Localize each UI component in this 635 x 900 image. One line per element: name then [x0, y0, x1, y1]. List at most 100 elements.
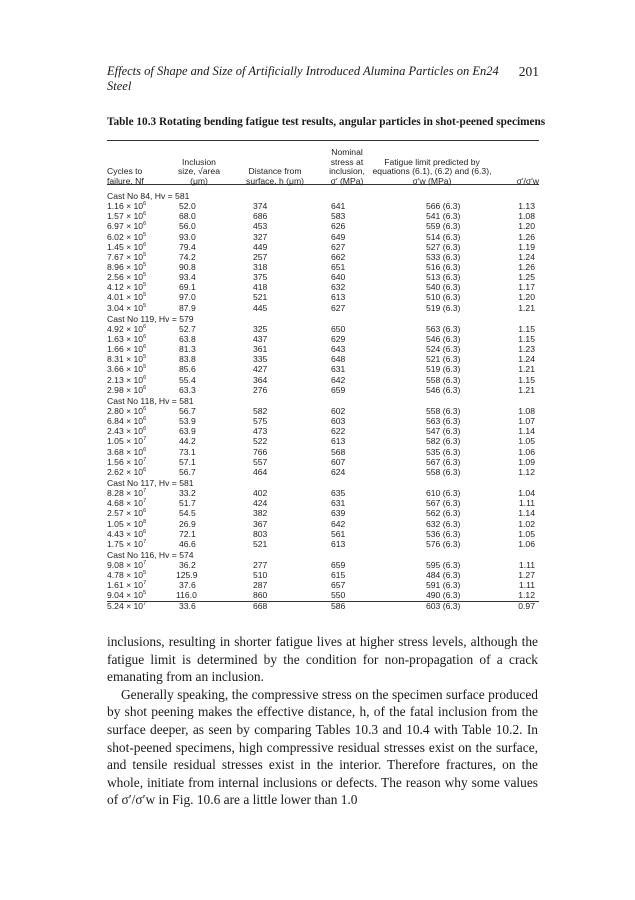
table-row: 1.61 × 107 37.6 287 657 591 (6.3) 1.11 — [107, 580, 539, 590]
column-header-line: Cycles to — [107, 166, 143, 176]
cycles-exponent: 6 — [143, 416, 147, 423]
table-row: 3.68 × 106 73.1 766 568 535 (6.3) 1.06 — [107, 447, 539, 457]
predicted-limit-cell: 558 (6.3) — [426, 405, 461, 416]
stress-cell: 662 — [331, 251, 346, 262]
ratio-cell: 1.23 — [518, 344, 535, 355]
cycles-cell: 3.68 × 106 — [107, 447, 146, 457]
cycles-mantissa: 6.84 × 10 — [107, 416, 144, 427]
ratio-cell: 1.13 — [518, 201, 535, 212]
distance-cell: 860 — [253, 590, 268, 601]
ratio-cell: 1.26 — [518, 231, 535, 242]
table-row: 2.80 × 106 56.7 582 602 558 (6.3) 1.08 — [107, 406, 539, 416]
inclusion-size-cell: 56.0 — [179, 221, 196, 232]
cycles-cell: 1.05 × 107 — [107, 436, 146, 446]
cycles-cell: 2.98 × 106 — [107, 385, 146, 395]
cycles-cell: 6.97 × 106 — [107, 221, 146, 231]
table-row: 8.31 × 105 83.8 335 648 521 (6.3) 1.24 — [107, 354, 539, 364]
cycles-exponent: 6 — [143, 405, 147, 412]
cycles-cell: 3.04 × 105 — [107, 303, 146, 313]
column-header-line: σ′/σ′w — [516, 175, 539, 186]
table-row: 9.04 × 105 116.0 860 550 490 (6.3) 1.12 — [107, 590, 539, 600]
table-row: 2.56 × 105 93.4 375 640 513 (6.3) 1.25 — [107, 272, 539, 282]
cycles-exponent: 6 — [143, 508, 147, 515]
predicted-limit-cell: 514 (6.3) — [426, 231, 461, 242]
column-header-line: Nominal — [331, 147, 363, 157]
stress-cell: 561 — [331, 528, 346, 539]
table-row: 2.98 × 106 63.3 276 659 546 (6.3) 1.21 — [107, 385, 539, 395]
predicted-limit-cell: 510 (6.3) — [426, 292, 461, 303]
cycles-cell: 1.61 × 107 — [107, 580, 146, 590]
predicted-limit-cell: 533 (6.3) — [426, 251, 461, 262]
distance-cell: 361 — [253, 344, 268, 355]
ratio-cell: 1.17 — [518, 282, 535, 293]
ratio-cell: 1.02 — [518, 518, 535, 529]
cycles-cell: 2.80 × 106 — [107, 406, 146, 416]
predicted-limit-cell: 562 (6.3) — [426, 508, 461, 519]
ratio-cell: 1.14 — [518, 426, 535, 437]
cycles-cell: 4.01 × 105 — [107, 292, 146, 302]
cycles-exponent: 5 — [143, 261, 147, 268]
ratio-cell: 1.26 — [518, 261, 535, 272]
column-header-line: size, √area — [178, 166, 220, 176]
ratio-cell: 1.11 — [518, 498, 535, 509]
stress-cell: 657 — [331, 580, 346, 591]
inclusion-size-cell: 81.3 — [179, 344, 196, 355]
distance-cell: 668 — [253, 600, 268, 611]
table-row: 3.04 × 105 87.9 445 627 519 (6.3) 1.21 — [107, 303, 539, 313]
table-header: Cycles to failure, Nf Inclusion size, √area… — [107, 146, 539, 186]
distance-cell: 382 — [253, 508, 268, 519]
cycles-mantissa: 8.96 × 10 — [107, 261, 144, 272]
cast-label: Cast No 116, Hv = 574 — [107, 549, 194, 560]
column-header-line: Distance from — [248, 166, 302, 176]
stress-cell: 627 — [331, 241, 346, 252]
distance-cell: 318 — [253, 261, 268, 272]
column-header-line: inclusion, — [329, 166, 365, 176]
distance-cell: 766 — [253, 446, 268, 457]
body-text: inclusions, resulting in shorter fatigue… — [107, 633, 538, 809]
cycles-mantissa: 2.98 × 10 — [107, 384, 144, 395]
predicted-limit-cell: 563 (6.3) — [426, 416, 461, 427]
distance-cell: 453 — [253, 221, 268, 232]
ratio-cell: 1.12 — [518, 590, 535, 601]
cycles-exponent: 5 — [143, 231, 147, 238]
cast-group-label: Cast No 116, Hv = 574 — [107, 550, 539, 560]
ratio-cell: 0.97 — [518, 600, 535, 611]
fatigue-results-table: Cycles to failure, Nf Inclusion size, √area… — [107, 146, 539, 611]
running-title: Effects of Shape and Size of Artificiall… — [107, 64, 499, 93]
stress-cell: 624 — [331, 466, 346, 477]
table-row: 1.16 × 106 52.0 374 641 566 (6.3) 1.13 — [107, 201, 539, 211]
stress-cell: 640 — [331, 272, 346, 283]
inclusion-size-cell: 63.9 — [179, 426, 196, 437]
distance-cell: 325 — [253, 323, 268, 334]
cycles-mantissa: 2.80 × 10 — [107, 405, 144, 416]
cycles-mantissa: 1.66 × 10 — [107, 344, 144, 355]
table-row: 4.01 × 105 97.0 521 613 510 (6.3) 1.20 — [107, 292, 539, 302]
cycles-cell: 1.56 × 107 — [107, 457, 146, 467]
ratio-cell: 1.20 — [518, 292, 535, 303]
stress-cell: 649 — [331, 231, 346, 242]
column-header-line: σ′ (MPa) — [330, 175, 364, 186]
inclusion-size-cell: 87.9 — [179, 302, 196, 313]
cycles-cell: 2.13 × 106 — [107, 375, 146, 385]
ratio-cell: 1.24 — [518, 354, 535, 365]
inclusion-size-cell: 36.2 — [179, 560, 196, 571]
table-row: 1.05 × 107 44.2 522 613 582 (6.3) 1.05 — [107, 436, 539, 446]
ratio-cell: 1.25 — [518, 272, 535, 283]
stress-cell: 627 — [331, 302, 346, 313]
cycles-mantissa: 2.13 × 10 — [107, 374, 144, 385]
distance-cell: 427 — [253, 364, 268, 375]
cycles-exponent: 5 — [143, 282, 147, 289]
inclusion-size-cell: 53.9 — [179, 416, 196, 427]
predicted-limit-cell: 541 (6.3) — [426, 211, 461, 222]
ratio-cell: 1.27 — [518, 570, 535, 581]
ratio-cell: 1.06 — [518, 538, 535, 549]
cycles-cell: 8.28 × 107 — [107, 488, 146, 498]
distance-cell: 449 — [253, 241, 268, 252]
ratio-cell: 1.08 — [518, 211, 535, 222]
predicted-limit-cell: 546 (6.3) — [426, 384, 461, 395]
predicted-limit-cell: 521 (6.3) — [426, 354, 461, 365]
column-header: Cycles to failure, Nf — [107, 166, 144, 186]
table-row: 5.24 × 107 33.6 668 586 603 (6.3) 0.97 — [107, 601, 539, 611]
running-header: Effects of Shape and Size of Artificiall… — [107, 64, 539, 94]
cycles-mantissa: 9.04 × 10 — [107, 590, 144, 601]
